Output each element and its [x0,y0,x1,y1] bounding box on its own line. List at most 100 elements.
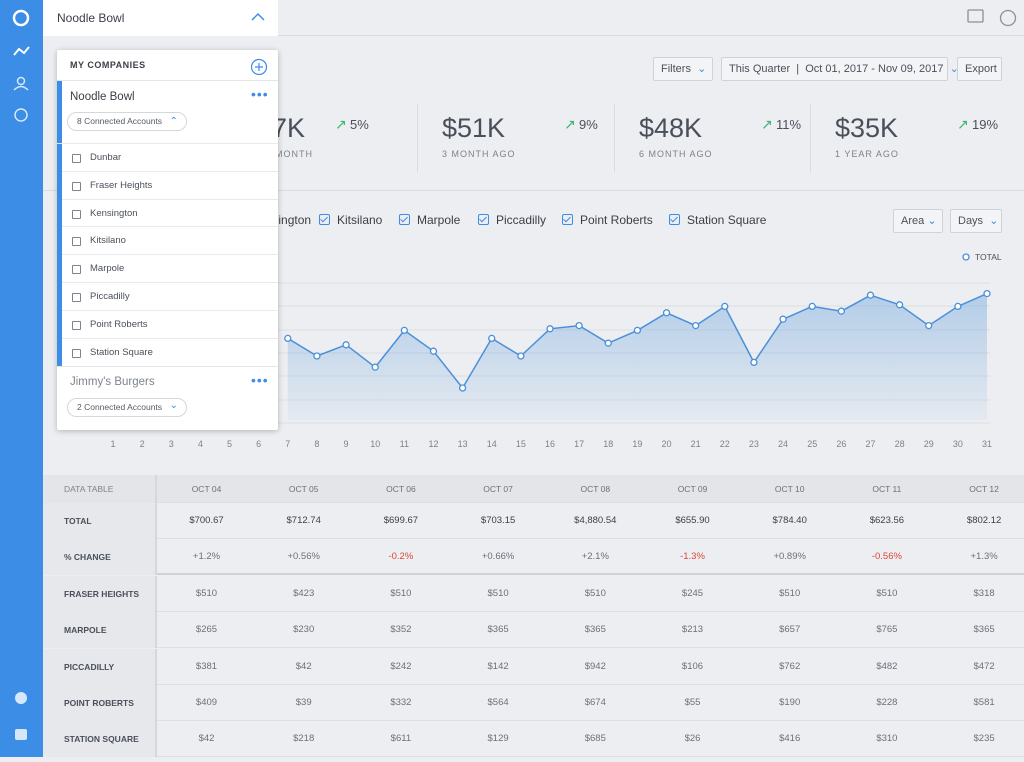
table-row: STATION SQUARE $42 $218 $611 $129 $685 $26 $416… [43,721,1024,758]
stat-arrow: ↗ [335,116,347,132]
table-cell: -0.56% [871,551,902,563]
company-name[interactable]: Jimmy's Burgers [70,376,155,388]
legend-item[interactable]: Station Square [669,213,766,227]
x-tick-label: 16 [545,439,555,449]
account-row[interactable]: Piccadilly [62,282,278,310]
chart-type[interactable]: Area ⌄ [893,209,943,233]
table-cell: $700.67 [189,515,224,526]
account-row[interactable]: Fraser Heights [62,170,278,199]
legend-marker [962,253,970,261]
row-label: POINT ROBERTS [43,685,157,721]
checkbox[interactable] [562,214,573,225]
point [808,302,816,311]
table-cell: +2.1% [581,551,609,563]
point [604,339,612,347]
x-tick-label: 21 [691,439,701,449]
table-cell: $510 [390,587,412,599]
table-cell: +0.56% [287,551,320,563]
area [287,293,987,420]
table-cell: $310 [876,733,898,745]
row-label: PICCADILLY [43,648,157,685]
table-cell: $623.56 [869,515,905,526]
x-tick-label: 30 [953,439,963,449]
table-cell: $564 [487,697,509,708]
legend-item[interactable]: Piccadilly [478,213,546,227]
checkbox[interactable] [399,214,410,225]
table-cell: $228 [876,697,898,708]
table-cell: +1.3% [970,551,998,563]
interval[interactable]: Days ⌄ [950,209,1002,233]
account-row[interactable]: Kensington [62,198,278,227]
table-cell: $510 [876,587,898,599]
legend-item[interactable]: Marpole [399,213,460,227]
point [692,321,700,330]
table-cell: +0.89% [773,551,806,563]
table-cell: $26 [684,733,701,745]
table-cell: $213 [681,624,704,636]
table-cell: $4,880.54 [574,515,617,526]
point [837,307,845,315]
table-cell: OCT 04 [191,484,222,494]
table-row: % CHANGE +1.2% +0.56% -0.2% +0.66% +2.1% -1.3%… [43,539,1024,576]
x-tick-label: 17 [574,439,584,449]
account-row[interactable]: Kitsilano [62,226,278,254]
stat-change: 11% [776,117,802,132]
company-selector[interactable]: Noodle Bowl [43,0,278,36]
checkbox[interactable] [319,214,330,225]
table-cell: $332 [390,697,412,708]
table-cell: $510 [195,587,218,599]
checkbox[interactable] [669,214,680,225]
stat-label: 1 YEAR AGO [835,149,899,159]
checkbox[interactable] [478,214,489,225]
table-row: POINT ROBERTS $409 $39 $332 $564 $674 $55 $190 $… [43,685,1024,721]
filters-button[interactable]: Filters ⌄ [653,57,713,81]
table-cell: $365 [584,624,606,636]
table-cell: $611 [390,733,412,745]
accounts-pill[interactable]: 2 Connected Accounts ⌄ [67,398,188,417]
table-cell: $416 [779,733,801,745]
range-label: This Quarter [729,63,791,75]
accounts-pill[interactable]: 8 Connected Accounts ⌃ [67,112,188,131]
account-row[interactable]: Dunbar [62,143,278,171]
table-cell: $242 [390,660,412,672]
x-tick-label: 18 [603,439,613,449]
stat-change: 19% [972,117,999,132]
x-tick-label: 19 [632,439,642,449]
table-cell: OCT 06 [386,484,416,494]
table-cell: OCT 07 [483,484,513,494]
table-cell: $365 [973,624,995,636]
more-button[interactable]: ••• [251,372,269,388]
legend-item[interactable]: Kitsilano [319,213,382,227]
point [429,347,438,355]
date-range[interactable]: This Quarter | Oct 01, 2017 - Nov 09, 20… [721,57,959,81]
x-tick-label: 12 [428,439,438,449]
table-row: TOTAL $700.67 $712.74 $699.67 $703.15 $4,880.… [43,503,1024,539]
x-tick-label: 27 [865,439,875,449]
x-tick-label: 15 [516,439,526,449]
point [546,325,554,333]
interval-label: Days [958,215,984,227]
x-tick-label: 14 [487,439,497,449]
table-cell: OCT 11 [872,484,902,494]
table-cell: +1.2% [192,551,221,563]
account-row[interactable]: Point Roberts [62,309,278,338]
x-tick-label: 8 [314,439,319,449]
stat-arrow: ↗ [957,116,969,132]
row-label: TOTAL [43,503,157,539]
more-button[interactable]: ••• [251,86,269,102]
point [400,326,408,335]
export-button[interactable]: Export [957,57,1002,81]
account-row[interactable]: Marpole [62,254,278,282]
point [721,302,729,311]
legend-item[interactable]: Point Roberts [562,213,653,227]
table-cell: $55 [684,697,701,708]
table-cell: $39 [295,697,312,708]
table-cell: +0.66% [481,551,515,563]
x-tick-label: 10 [370,439,380,449]
stat-label: 6 MONTH AGO [639,149,713,159]
company-name[interactable]: Noodle Bowl [70,91,135,103]
account-row[interactable]: Station Square [62,337,278,366]
point [342,341,350,349]
add-button[interactable] [250,58,268,76]
stat-value: $51K [442,113,506,143]
